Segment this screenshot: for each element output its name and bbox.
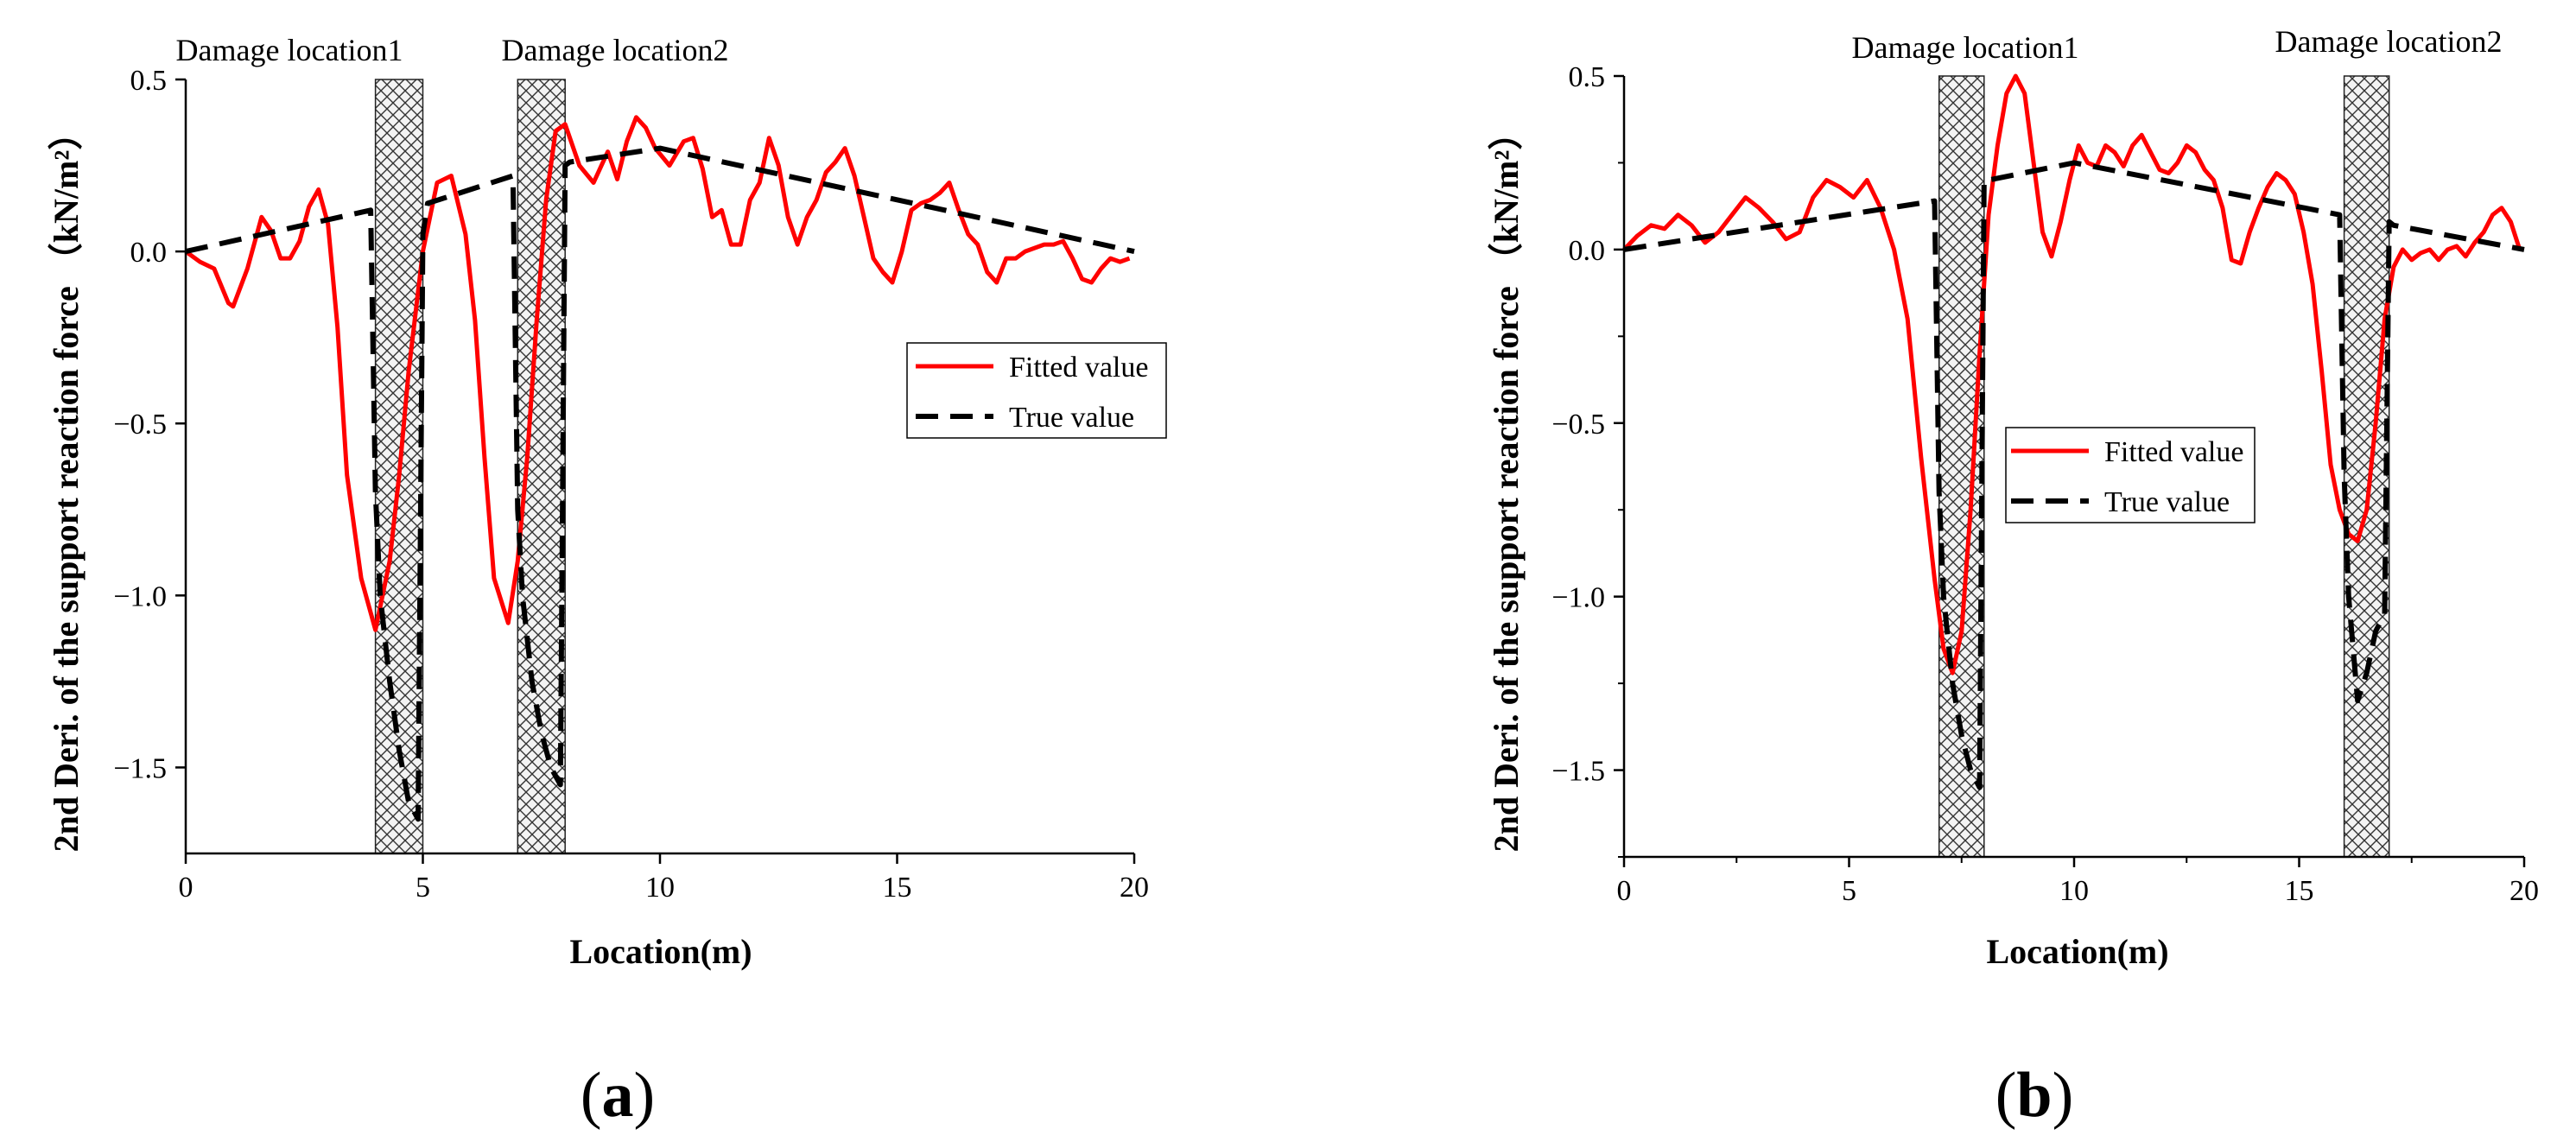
series-layer-a <box>184 115 1135 822</box>
x-tick-label-b: 15 <box>2285 875 2314 907</box>
y-tick-label-b: 0.5 <box>1569 61 1606 93</box>
damage-zone-b-1 <box>1938 75 1985 858</box>
damage-label-b-1: Damage location1 <box>1852 30 2079 65</box>
chart-panel-b: 0 5 10 15 20 0.5 0.0 −0.5 −1.0 −1.5 Damage locati… <box>1487 24 2539 1131</box>
damage-label-a-1: Damage location1 <box>176 33 403 67</box>
damage-zones-a <box>374 79 566 854</box>
y-tick-label-b: −0.5 <box>1551 409 1605 441</box>
legend-frame-a <box>906 342 1167 439</box>
x-axis-title-b: Location(m) <box>1986 932 2168 971</box>
y-tick-label-a: −0.5 <box>113 409 167 441</box>
x-tick-label-a: 5 <box>416 872 430 904</box>
x-tick-label-b: 0 <box>1617 875 1632 907</box>
y-axis-title-b: 2nd Deri. of the support reaction force … <box>1487 116 1526 853</box>
y-tick-label-b: −1.5 <box>1551 756 1605 788</box>
damage-zone-b-2 <box>2343 75 2390 858</box>
legend-frame-b <box>2005 427 2256 523</box>
legend-b: Fitted value True value <box>2005 427 2256 523</box>
x-tick-label-a: 0 <box>179 872 194 904</box>
chart-panel-a: 0 5 10 15 20 0.5 0.0 −0.5 −1.0 −1.5 Damage locati… <box>47 33 1167 1131</box>
damage-label-b-2: Damage location2 <box>2275 24 2503 59</box>
legend-label-true-b: True value <box>2104 486 2230 518</box>
y-tick-label-a: −1.5 <box>113 752 167 784</box>
legend-label-fitted-b: Fitted value <box>2104 436 2243 468</box>
x-tick-label-a: 10 <box>645 872 675 904</box>
zone-labels-a: Damage location1 Damage location2 <box>176 33 729 67</box>
x-tick-label-b: 20 <box>2509 875 2539 907</box>
y-tick-label-b: 0.0 <box>1569 235 1606 267</box>
legend-label-true-a: True value <box>1009 402 1134 434</box>
true-value-line-a <box>185 145 1135 822</box>
y-tick-label-a: 0.5 <box>130 65 168 97</box>
x-tick-label-a: 20 <box>1120 872 1149 904</box>
axes-b: 0 5 10 15 20 0.5 0.0 −0.5 −1.0 −1.5 <box>1551 61 2539 907</box>
panel-label-a: (a) <box>581 1060 655 1131</box>
panel-label-b: (b) <box>1995 1060 2073 1131</box>
zone-labels-b: Damage location1 Damage location2 <box>1852 24 2503 65</box>
x-axis-title-a: Location(m) <box>569 932 752 971</box>
y-tick-label-a: −1.0 <box>113 580 167 612</box>
y-tick-label-a: 0.0 <box>130 237 168 269</box>
y-axis-title-a: 2nd Deri. of the support reaction force … <box>47 116 86 853</box>
x-tick-label-b: 5 <box>1842 875 1856 907</box>
x-tick-label-a: 15 <box>883 872 912 904</box>
legend-a: Fitted value True value <box>906 342 1167 439</box>
damage-label-a-2: Damage location2 <box>502 33 729 67</box>
series-layer-b <box>1622 73 2525 790</box>
x-tick-label-b: 10 <box>2059 875 2089 907</box>
legend-label-fitted-a: Fitted value <box>1009 352 1148 384</box>
y-tick-label-b: −1.0 <box>1551 582 1605 614</box>
axes-a: 0 5 10 15 20 0.5 0.0 −0.5 −1.0 −1.5 <box>113 65 1149 904</box>
fitted-value-line-a <box>184 115 1131 632</box>
true-value-line-b <box>1623 160 2525 790</box>
